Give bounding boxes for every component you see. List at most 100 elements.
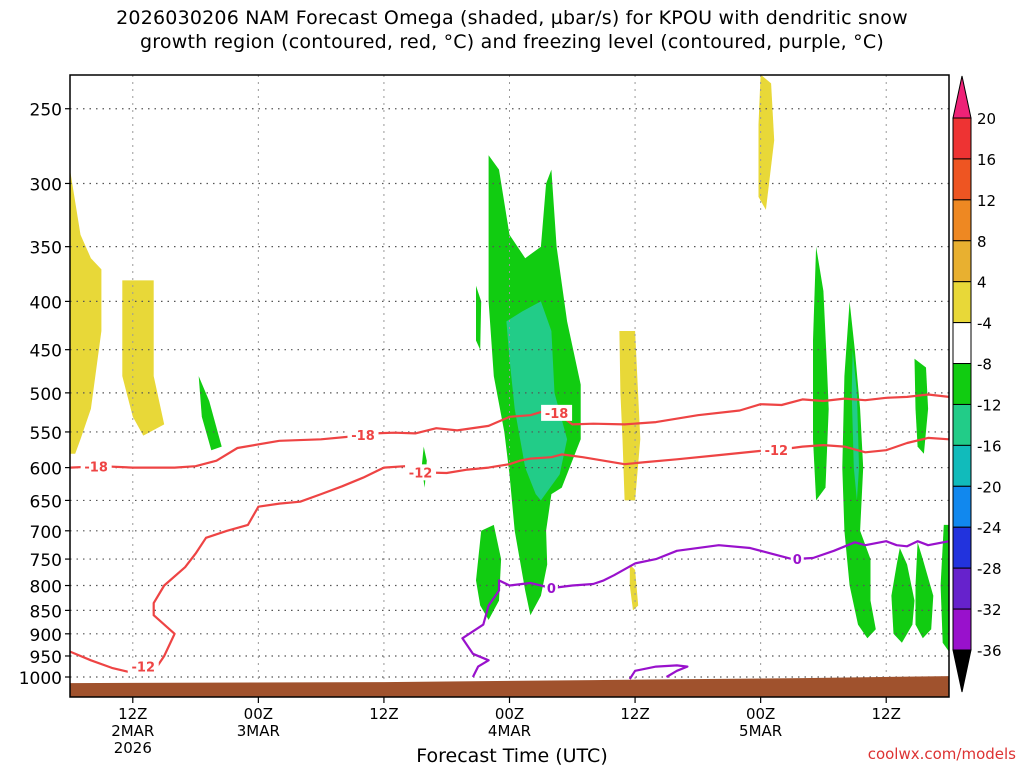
colorbar-label: -36 <box>977 642 1002 660</box>
colorbar-cell <box>952 322 972 365</box>
axes-layer: 250 300 350 400 450 500 550 600 650 700 750 800 850 9… <box>19 74 950 757</box>
y-tick-label: 900 <box>30 626 62 646</box>
y-tick-label: 950 <box>30 648 62 668</box>
x-tick-label: 5MAR <box>739 722 782 740</box>
omega-region-16 <box>940 524 949 652</box>
colorbar-label: 8 <box>977 233 987 251</box>
contour-label: -12 <box>132 661 156 676</box>
omega-region-13 <box>891 548 915 643</box>
x-tick-label: 12Z <box>369 705 398 723</box>
colorbar-label: -24 <box>977 519 1002 537</box>
contour-label-bg <box>80 458 112 475</box>
y-tick-label: 250 <box>30 101 62 121</box>
colorbar-cell <box>952 199 972 242</box>
x-tick-label: 12Z <box>118 705 147 723</box>
contour-line-0 <box>70 393 949 469</box>
contour-label: -18 <box>545 407 569 422</box>
colorbar-cell <box>952 240 972 283</box>
colorbar-label: -8 <box>977 356 992 374</box>
contour-label-bg <box>405 464 437 481</box>
contour-label-bg <box>347 426 379 443</box>
colorbar-label: 20 <box>977 110 996 128</box>
colorbar-cell <box>952 403 972 446</box>
omega-region-12 <box>842 301 876 639</box>
x-tick-label: 00Z <box>495 705 524 723</box>
terrain-layer <box>70 676 949 697</box>
contour-label: -18 <box>351 429 375 444</box>
omega-region-15 <box>914 358 929 454</box>
x-axis-label: Forecast Time (UTC) <box>416 745 608 767</box>
omega-region-7 <box>619 331 641 501</box>
omega-region-2 <box>198 376 222 451</box>
colorbar-label: -12 <box>977 396 1002 414</box>
omega-region-6 <box>506 301 568 501</box>
colorbar-cell <box>952 281 972 324</box>
contour-label-bg <box>760 441 792 458</box>
x-tick-label: 00Z <box>746 705 775 723</box>
contour-line-3 <box>628 664 689 680</box>
colorbar-cell <box>952 485 972 528</box>
x-tick-label: 12Z <box>620 705 649 723</box>
omega-region-11 <box>813 246 829 501</box>
contour-label-bg <box>541 404 573 421</box>
omega-region-9 <box>758 75 775 210</box>
y-tick-label: 650 <box>30 492 62 512</box>
contour-label: -12 <box>409 466 433 481</box>
y-tick-label: 550 <box>30 424 62 444</box>
colorbar-cell <box>952 444 972 487</box>
contour-label: 0 <box>547 582 556 597</box>
omega-region-17 <box>851 349 859 501</box>
omega-region-1 <box>122 280 165 436</box>
x-tick-label: 2MAR <box>111 722 154 740</box>
colorbar-label: -4 <box>977 315 992 333</box>
y-tick-label: 1000 <box>19 669 62 689</box>
terrain-shading <box>70 676 949 697</box>
colorbar-cell <box>952 117 972 160</box>
y-tick-label: 600 <box>30 460 62 480</box>
contour-label-bg <box>127 658 159 675</box>
contour-label-bg <box>790 550 804 567</box>
colorbar: 20 16 12 8 4 -4 -8 -12 -16 -20 -24 -28 -32 -36 <box>952 75 1002 693</box>
x-tick-label: 2026 <box>114 739 152 757</box>
omega-region-14 <box>915 542 934 639</box>
colorbar-label: -32 <box>977 601 1002 619</box>
y-tick-label: 300 <box>30 175 62 195</box>
colorbar-cell <box>952 363 972 405</box>
y-tick-label: 400 <box>30 293 62 313</box>
colorbar-cell <box>952 526 972 569</box>
y-tick-label: 450 <box>30 342 62 362</box>
contour-label-bg <box>544 580 558 597</box>
contour-label: -18 <box>84 460 108 475</box>
omega-region-4 <box>476 285 482 350</box>
colorbar-label: 16 <box>977 151 996 169</box>
omega-region-0 <box>70 169 102 454</box>
colorbar-cell <box>952 567 972 610</box>
colorbar-label: -16 <box>977 437 1002 455</box>
colorbar-top-arrow <box>952 75 972 119</box>
y-tick-label: 500 <box>30 385 62 405</box>
omega-region-8 <box>629 564 639 611</box>
x-tick-label: 12Z <box>872 705 901 723</box>
x-tick-label: 4MAR <box>488 722 531 740</box>
grid-layer <box>70 75 949 697</box>
colorbar-label: 4 <box>977 274 987 292</box>
colorbar-cell <box>952 158 972 201</box>
colorbar-label: 12 <box>977 192 996 210</box>
y-tick-label: 800 <box>30 578 62 598</box>
x-tick-label: 3MAR <box>237 722 280 740</box>
contour-label: -12 <box>765 444 789 459</box>
omega-shading-layer <box>70 75 949 652</box>
colorbar-label: -28 <box>977 560 1002 578</box>
y-tick-label: 350 <box>30 239 62 259</box>
x-tick-label: 00Z <box>244 705 273 723</box>
chart-title-line-1: 2026030206 NAM Forecast Omega (shaded, µ… <box>116 7 908 29</box>
colorbar-bottom-arrow <box>952 649 972 693</box>
contour-label: 0 <box>793 553 802 568</box>
credit-text[interactable]: coolwx.com/models <box>867 745 1016 763</box>
contour-layer: -18 -18 -18 -12 -12 -12 0 0 <box>70 393 949 680</box>
colorbar-label: -20 <box>977 478 1002 496</box>
y-tick-label: 750 <box>30 551 62 571</box>
colorbar-cell <box>952 608 972 651</box>
y-tick-label: 700 <box>30 523 62 543</box>
